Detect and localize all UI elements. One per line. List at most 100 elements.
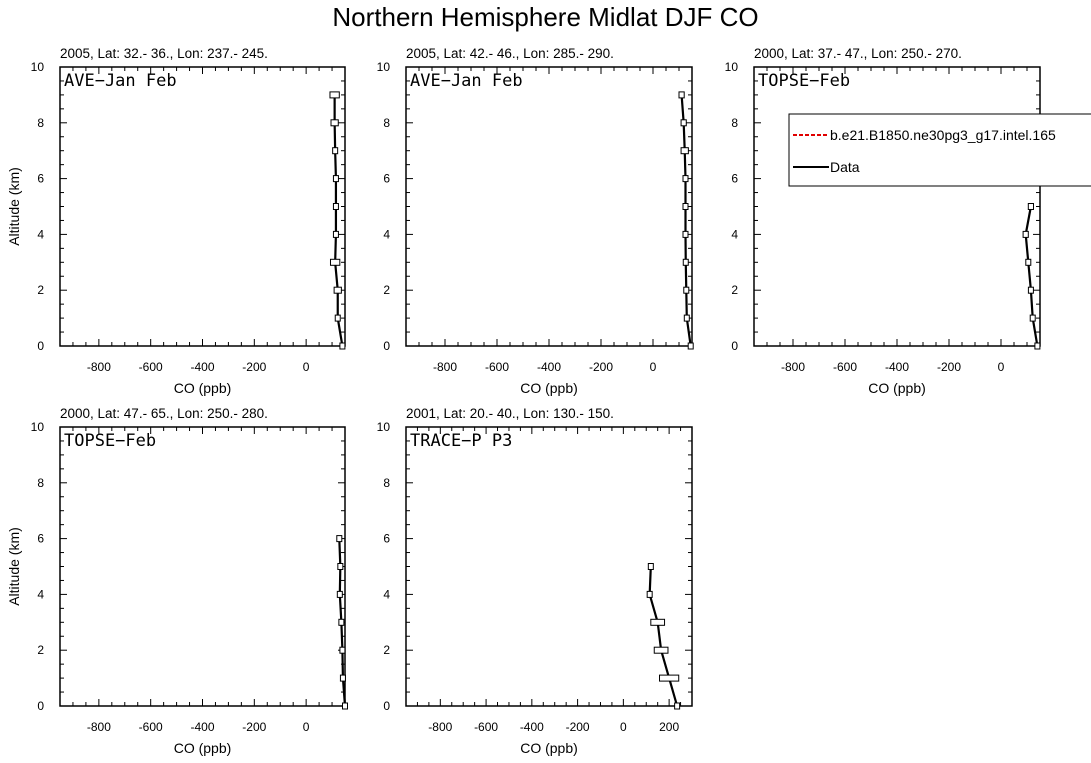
x-axis-title: CO (ppb) [868,380,926,396]
y-tick-label: 6 [383,172,390,186]
x-tick-label: -200 [242,720,266,734]
data-point-box [653,646,669,654]
data-point-box [334,314,341,322]
y-tick-label: 8 [37,116,44,130]
data-point-box [339,646,346,654]
panel-5: 2001, Lat: 20.- 40., Lon: 130.- 150. 0 2 4 6… [377,406,693,756]
panel-4: 2000, Lat: 47.- 65., Lon: 250.- 280. 0 2 4 6… [6,406,348,756]
data-point-box [680,147,689,155]
y-tick-label: 6 [383,532,390,546]
y-tick-label: 2 [37,283,44,297]
data-point-box [682,230,689,238]
y-tick-label: 6 [731,172,738,186]
y-tick-label: 4 [383,227,390,241]
data-point-box [682,258,689,266]
y-tick-label: 0 [37,699,44,713]
panel-label: TOPSE−Feb [758,71,850,91]
y-tick-label: 6 [37,532,44,546]
data-point-box [1022,230,1029,238]
y-tick-label: 10 [31,60,45,74]
x-tick-label: -800 [781,360,805,374]
y-tick-label: 2 [383,643,390,657]
y-tick-label: 4 [37,227,44,241]
data-point-box [337,563,344,570]
y-tick-label: 8 [383,476,390,490]
data-point-box [332,147,339,155]
x-tick-label: -200 [566,720,590,734]
x-tick-label: -600 [139,360,163,374]
y-tick-label: 10 [377,420,391,434]
y-tick-label: 4 [37,587,44,601]
data-point-box [1027,286,1034,294]
x-tick-label: 200 [659,720,679,734]
x-tick-label: -200 [937,360,961,374]
y-tick-label: 2 [731,283,738,297]
data-point-box [338,618,345,626]
plot-frame [59,426,346,707]
data-point-box [342,702,348,710]
y-tick-label: 6 [37,172,44,186]
panel-1: 2005, Lat: 32.- 36., Lon: 237.- 245. 0 2 4 6… [6,46,346,396]
x-tick-label: -600 [485,360,509,374]
x-axis-title: CO (ppb) [520,740,578,756]
x-tick-label: -400 [190,720,214,734]
y-tick-label: 0 [383,339,390,353]
y-tick-label: 4 [731,227,738,241]
plot-frame [59,66,346,347]
data-point-box [682,203,689,210]
y-tick-label: 4 [383,587,390,601]
y-tick-label: 10 [725,60,739,74]
panel-subtitle: 2005, Lat: 32.- 36., Lon: 237.- 245. [60,46,268,61]
data-profile-line [680,94,692,347]
x-axis-title: CO (ppb) [174,740,232,756]
panel-subtitle: 2005, Lat: 42.- 46., Lon: 285.- 290. [406,46,614,61]
legend: b.e21.B1850.ne30pg3_g17.intel.165 Data [788,113,1091,187]
x-tick-label: -200 [589,360,613,374]
legend-entry-label: b.e21.B1850.ne30pg3_g17.intel.165 [830,127,1056,143]
data-point-box [680,119,687,127]
data-point-box [647,563,654,570]
data-point-box [646,590,653,598]
y-tick-label: 8 [383,116,390,130]
panel-subtitle: 2000, Lat: 37.- 47., Lon: 250.- 270. [754,46,962,61]
x-axis-title: CO (ppb) [520,380,578,396]
data-point-box [1025,258,1032,266]
panel-3: 2000, Lat: 37.- 47., Lon: 250.- 270. 0 2 4 6… [725,46,1091,396]
data-point-box [329,258,341,266]
panel-subtitle: 2000, Lat: 47.- 65., Lon: 250.- 280. [60,406,268,421]
panel-label: TRACE−P P3 [410,431,512,451]
data-point-box [650,618,666,626]
y-tick-label: 2 [383,283,390,297]
x-axis-title: CO (ppb) [174,380,232,396]
data-point-box [332,175,339,183]
data-point-box [674,702,681,710]
data-point-box [336,590,343,598]
x-tick-label: -400 [190,360,214,374]
x-tick-label: -800 [87,720,111,734]
x-tick-label: 0 [620,720,627,734]
data-point-box [659,674,680,682]
y-tick-label: 0 [731,339,738,353]
y-tick-label: 2 [37,643,44,657]
plot-frame [405,66,693,347]
data-point-box [339,674,346,682]
data-profile-line [1024,206,1039,347]
legend-entry-label: Data [830,159,860,175]
y-tick-label: 8 [731,116,738,130]
y-axis-title: Altitude (km) [6,527,22,606]
legend-box [788,113,1091,187]
x-tick-label: 0 [303,360,310,374]
data-point-box [336,535,343,543]
plot-frame [753,66,1041,347]
data-profile-line [648,566,679,707]
data-point-box [1029,314,1036,322]
data-point-box [683,286,690,294]
x-tick-label: -400 [885,360,909,374]
data-point-box [678,91,685,99]
data-point-box [1034,342,1041,350]
data-profile-line [333,94,344,347]
panel-subtitle: 2001, Lat: 20.- 40., Lon: 130.- 150. [406,406,614,421]
y-tick-label: 8 [37,476,44,490]
x-tick-label: -400 [537,360,561,374]
x-tick-label: 0 [303,720,310,734]
